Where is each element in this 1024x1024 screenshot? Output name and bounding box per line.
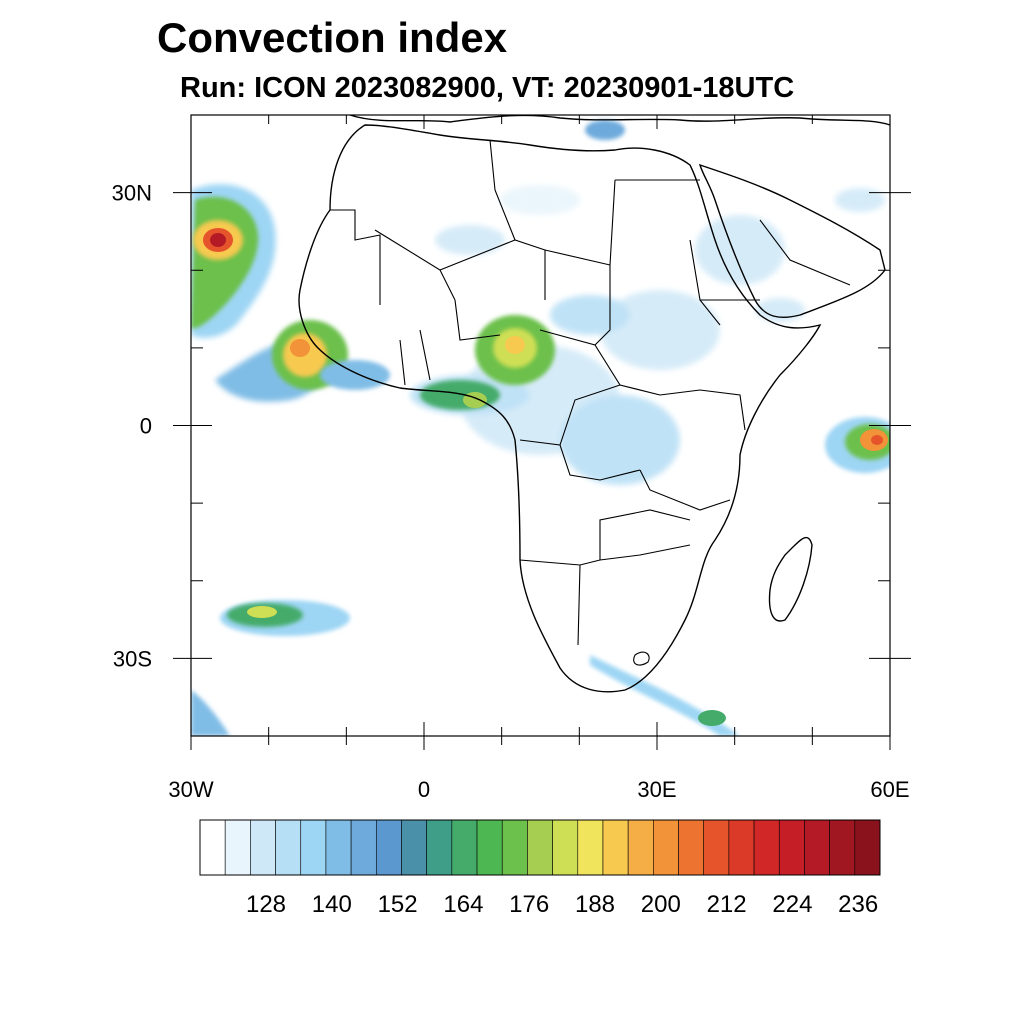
colorbar-box: [627, 819, 654, 876]
colorbar-box: [829, 819, 856, 876]
y-tick-label: 30N: [112, 181, 152, 206]
colorbar-label: 200: [641, 891, 681, 918]
colorbar-label: 164: [443, 891, 483, 918]
nigeria-convection: [420, 315, 555, 410]
colorbar-label: 212: [707, 891, 747, 918]
madagascar-coastline: [768, 536, 813, 622]
arabia-coastline: [698, 163, 886, 318]
colorbar-box: [451, 819, 478, 876]
africa-coastline: [298, 124, 822, 693]
colorbar-box: [350, 819, 377, 876]
y-tick-label: 30S: [113, 646, 152, 671]
colorbar-label: 188: [575, 891, 615, 918]
colorbar-box: [224, 819, 251, 876]
europe-coastline: [349, 115, 890, 126]
x-tick-label: 30W: [168, 777, 213, 802]
colorbar-box: [728, 819, 755, 876]
west-africa-convection: [272, 320, 390, 390]
colorbar-box: [804, 819, 830, 876]
x-tick-label: 30E: [637, 777, 676, 802]
axis-ticks: [173, 114, 911, 750]
colorbar-box: [300, 819, 327, 876]
colorbar-box: [375, 819, 402, 876]
colorbar-box: [527, 819, 553, 876]
south-atlantic-convection: [220, 600, 350, 636]
colorbar-label: 176: [509, 891, 549, 918]
indian-ocean-convection: [825, 417, 890, 473]
chart-subtitle: Run: ICON 2023082900, VT: 20230901-18UTC: [180, 72, 795, 104]
axis-labels: 30W 0 30E 60E 30N 0 30S: [112, 181, 910, 802]
colorbar-label: 128: [246, 891, 286, 918]
colorbar-box: [778, 819, 805, 876]
x-tick-label: 60E: [870, 777, 909, 802]
colorbar-frame: [199, 819, 881, 876]
colorbar-box: [577, 819, 604, 876]
y-tick-label: 0: [140, 414, 152, 439]
mediterranean-convection: [585, 120, 625, 140]
colorbar-box: [678, 819, 705, 876]
southeast-band: [191, 655, 740, 736]
colorbar-box: [854, 819, 881, 876]
colorbar-box: [476, 819, 503, 876]
colorbar: 128 140 152 164 176 188 200 212 224 236: [199, 819, 881, 918]
colorbar-label: 224: [772, 891, 812, 918]
x-tick-label: 0: [418, 777, 430, 802]
colorbar-box: [703, 819, 730, 876]
chart-title: Convection index: [157, 14, 508, 61]
colorbar-box: [653, 819, 679, 876]
colorbar-box: [199, 819, 226, 876]
colorbar-label: 236: [838, 891, 878, 918]
colorbar-box: [250, 819, 276, 876]
convection-field: [191, 120, 890, 736]
colorbar-box: [753, 819, 780, 876]
colorbar-box: [275, 819, 302, 876]
coastlines: [298, 115, 890, 693]
country-borders: [330, 139, 851, 666]
colorbar-box: [401, 819, 427, 876]
colorbar-box: [552, 819, 579, 876]
colorbar-box: [426, 819, 453, 876]
colorbar-label: 140: [312, 891, 352, 918]
colorbar-box: [325, 819, 352, 876]
colorbar-label: 152: [378, 891, 418, 918]
colorbar-box: [602, 819, 629, 876]
colorbar-box: [501, 819, 528, 876]
